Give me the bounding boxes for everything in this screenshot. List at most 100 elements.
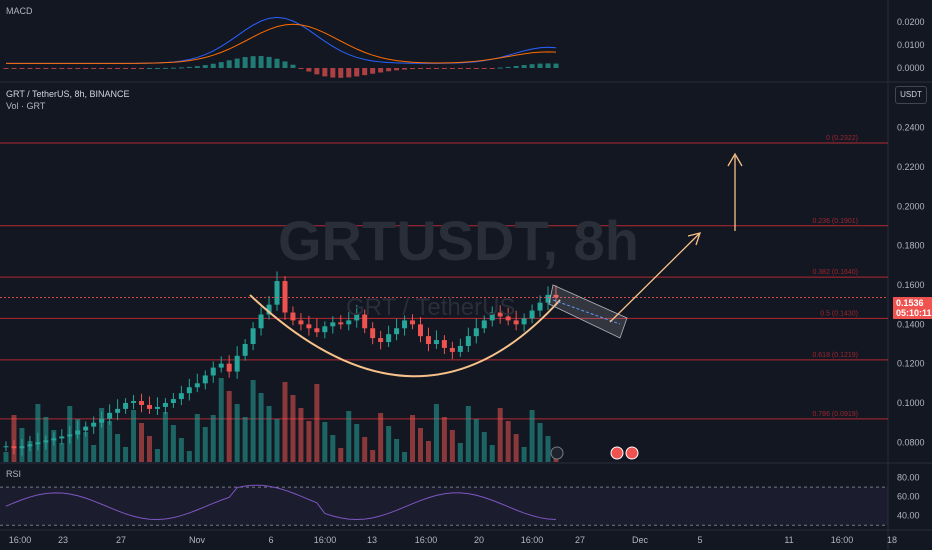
volume-bar bbox=[545, 436, 551, 462]
candle-body bbox=[513, 320, 519, 325]
candle-body bbox=[449, 347, 455, 352]
volume-bar bbox=[170, 425, 176, 462]
volume-bar bbox=[194, 414, 200, 462]
volume-bar bbox=[27, 441, 33, 462]
volume-bar bbox=[202, 427, 208, 462]
macd-histogram-bar bbox=[505, 66, 511, 68]
current-price-value: 0.1536 bbox=[896, 298, 924, 308]
macd-histogram-bar bbox=[513, 65, 519, 68]
macd-histogram-bar bbox=[465, 68, 471, 69]
volume-bar bbox=[489, 445, 495, 462]
projection-arrow bbox=[609, 232, 701, 323]
volume-bar bbox=[441, 417, 447, 462]
volume-bar bbox=[433, 404, 439, 462]
macd-histogram-bar bbox=[234, 58, 240, 68]
volume-bar bbox=[473, 419, 479, 462]
volume-bar bbox=[465, 406, 471, 462]
volume-bar bbox=[250, 380, 256, 462]
volume-bar bbox=[11, 415, 17, 462]
volume-bar bbox=[338, 448, 344, 462]
price-pane-title[interactable]: GRT / TetherUS, 8h, BINANCE bbox=[6, 89, 130, 99]
macd-histogram-bar bbox=[210, 63, 216, 68]
candle-body bbox=[298, 320, 304, 325]
volume-bar bbox=[107, 421, 113, 462]
volume-bar bbox=[362, 437, 368, 462]
candle-body bbox=[194, 383, 200, 388]
volume-indicator-label[interactable]: Vol · GRT bbox=[6, 101, 46, 111]
x-tick-label: 16:00 bbox=[9, 535, 32, 545]
volume-bar bbox=[274, 419, 280, 462]
y-tick-label: 0.1200 bbox=[897, 359, 925, 369]
macd-histogram-bar bbox=[258, 56, 264, 68]
candle-body bbox=[83, 426, 89, 431]
macd-histogram-bar bbox=[154, 67, 160, 69]
macd-histogram-bar bbox=[553, 63, 559, 68]
volume-bar bbox=[266, 406, 272, 462]
x-tick-label: Nov bbox=[189, 535, 206, 545]
cup-arc bbox=[249, 294, 561, 378]
watermark-symbol: GRTUSDT, 8h bbox=[278, 209, 639, 272]
macd-histogram-bar bbox=[473, 68, 479, 69]
candle-body bbox=[370, 328, 376, 339]
volume-bar bbox=[322, 422, 328, 462]
macd-histogram-bar bbox=[19, 68, 25, 69]
macd-tick-label: 0.0200 bbox=[897, 17, 925, 27]
macd-histogram-bar bbox=[282, 61, 288, 68]
volume-bar bbox=[83, 432, 89, 462]
macd-histogram-bar bbox=[417, 68, 423, 69]
candle-body bbox=[115, 408, 121, 413]
y-tick-label: 0.1800 bbox=[897, 241, 925, 251]
x-tick-label: 27 bbox=[116, 535, 126, 545]
y-tick-label: 0.2400 bbox=[897, 123, 925, 133]
macd-histogram-bar bbox=[250, 56, 256, 68]
volume-bar bbox=[306, 421, 312, 462]
macd-histogram-bar bbox=[99, 68, 105, 69]
macd-histogram-bar bbox=[115, 68, 121, 69]
volume-bar bbox=[234, 404, 240, 462]
macd-histogram-bar bbox=[123, 68, 129, 69]
x-tick-label: 20 bbox=[474, 535, 484, 545]
fib-label: 0.786 (0.0919) bbox=[812, 411, 858, 418]
volume-bar bbox=[298, 408, 304, 462]
x-tick-label: 11 bbox=[784, 535, 793, 545]
macd-histogram-bar bbox=[107, 68, 113, 69]
currency-button[interactable]: USDT bbox=[895, 86, 927, 104]
candle-body bbox=[139, 401, 145, 405]
macd-histogram-bar bbox=[226, 60, 232, 68]
y-tick-label: 0.0800 bbox=[897, 437, 925, 447]
volume-bar bbox=[529, 410, 535, 462]
candle-body bbox=[457, 345, 463, 352]
macd-histogram-bar bbox=[242, 57, 248, 68]
candle-body bbox=[473, 328, 479, 337]
candle-body bbox=[354, 314, 360, 321]
volume-bar bbox=[258, 393, 264, 462]
y-tick-label: 0.2000 bbox=[897, 201, 925, 211]
candle-body bbox=[465, 336, 471, 346]
macd-histogram-bar bbox=[131, 68, 137, 69]
x-tick-label: 16:00 bbox=[831, 535, 854, 545]
x-tick-label: 23 bbox=[58, 535, 68, 545]
candle-body bbox=[306, 324, 312, 329]
macd-histogram-bar bbox=[386, 68, 392, 72]
candle-body bbox=[59, 436, 65, 439]
candle-body bbox=[322, 326, 328, 333]
macd-histogram-bar bbox=[75, 68, 81, 69]
rsi-tick-label: 60.00 bbox=[897, 492, 920, 502]
volume-bar bbox=[378, 413, 384, 462]
macd-histogram-bar bbox=[298, 68, 304, 69]
volume-bar bbox=[123, 447, 129, 462]
macd-histogram-bar bbox=[545, 63, 551, 68]
candle-body bbox=[234, 355, 240, 372]
volume-bar bbox=[51, 430, 57, 462]
volume-bar bbox=[226, 391, 232, 462]
target-arrow-head bbox=[727, 152, 743, 167]
x-tick-label: 16:00 bbox=[521, 535, 544, 545]
macd-histogram-bar bbox=[322, 68, 328, 77]
volume-bar bbox=[43, 417, 49, 462]
macd-histogram-bar bbox=[346, 68, 352, 78]
volume-bar bbox=[75, 419, 81, 462]
macd-histogram-bar bbox=[489, 68, 495, 69]
volume-bar bbox=[505, 421, 511, 462]
candle-body bbox=[154, 406, 160, 409]
